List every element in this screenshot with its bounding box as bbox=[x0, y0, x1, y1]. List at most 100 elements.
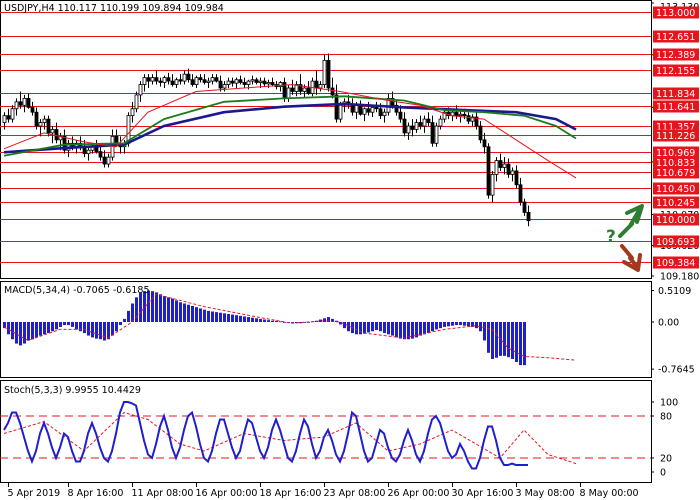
candle-body bbox=[294, 84, 299, 92]
level-label: 112.389 bbox=[656, 50, 695, 61]
candle-body bbox=[18, 101, 23, 106]
candle-body bbox=[438, 118, 443, 127]
candle-body bbox=[158, 80, 163, 83]
macd-histogram bbox=[3, 290, 526, 366]
macd-bar bbox=[19, 321, 22, 346]
macd-bar bbox=[367, 321, 370, 333]
candle-body bbox=[350, 104, 355, 113]
level-label-bg bbox=[653, 166, 699, 179]
macd-bar bbox=[239, 315, 242, 322]
candle-body bbox=[14, 101, 19, 110]
macd-header: MACD(5,34,4) -0.7065 -0.6185 bbox=[4, 285, 149, 296]
candle-body bbox=[106, 156, 111, 165]
macd-bar bbox=[159, 294, 162, 322]
macd-bar bbox=[223, 313, 226, 322]
candle-body bbox=[466, 115, 471, 122]
macd-bar bbox=[403, 321, 406, 340]
stoch-header: Stoch(5,3,3) 9.9955 10.4429 bbox=[4, 385, 141, 396]
macd-bar bbox=[7, 321, 10, 335]
level-label-bg bbox=[653, 30, 699, 43]
candle-body bbox=[362, 108, 367, 115]
macd-bar bbox=[55, 321, 58, 330]
level-label: 111.641 bbox=[656, 102, 695, 113]
candle-body bbox=[506, 163, 511, 175]
level-label: 113.000 bbox=[656, 8, 695, 19]
candle-body bbox=[478, 125, 483, 141]
macd-bar bbox=[523, 321, 526, 366]
macd-bar bbox=[139, 293, 142, 322]
price-panel-frame bbox=[0, 0, 652, 279]
candle-body bbox=[182, 73, 187, 82]
candle-body bbox=[510, 170, 515, 175]
candle-body bbox=[418, 122, 423, 127]
candle-body bbox=[442, 111, 447, 120]
candle-body bbox=[502, 163, 507, 168]
macd-bar bbox=[155, 292, 158, 322]
candle-body bbox=[142, 77, 147, 85]
level-label: 110.969 bbox=[656, 148, 695, 159]
candle-body bbox=[514, 170, 519, 186]
level-label: 111.357 bbox=[656, 122, 695, 133]
macd-bar bbox=[203, 309, 206, 322]
level-label-bg bbox=[653, 129, 699, 142]
candle-body bbox=[314, 80, 319, 89]
candle-body bbox=[86, 149, 91, 155]
candle-body bbox=[222, 84, 227, 89]
macd-bar bbox=[127, 310, 130, 322]
price-axis-label: 109.180 bbox=[660, 272, 699, 283]
level-label: 110.000 bbox=[656, 215, 695, 226]
candle-body bbox=[522, 201, 527, 213]
macd-bar bbox=[387, 321, 390, 335]
level-label-bg bbox=[653, 256, 699, 269]
macd-bar bbox=[95, 321, 98, 339]
macd-bar bbox=[507, 321, 510, 358]
candle-body bbox=[34, 111, 39, 127]
candle-body bbox=[410, 125, 415, 130]
macd-bar bbox=[303, 321, 306, 323]
level-label-bg bbox=[653, 146, 699, 159]
macd-bar bbox=[399, 321, 402, 339]
candle-body bbox=[26, 97, 31, 108]
candle-body bbox=[326, 59, 331, 89]
candle-body bbox=[162, 77, 167, 83]
candle-body bbox=[254, 79, 259, 83]
time-axis-label: 18 Apr 16:00 bbox=[260, 488, 322, 499]
candle-body bbox=[202, 79, 207, 83]
level-label-bg bbox=[653, 64, 699, 77]
candle-body bbox=[22, 97, 27, 106]
macd-bar bbox=[27, 321, 30, 341]
macd-bar bbox=[267, 320, 270, 322]
macd-bar bbox=[131, 303, 134, 322]
candle-body bbox=[198, 77, 203, 81]
candle-body bbox=[174, 79, 179, 85]
candle-body bbox=[154, 77, 159, 82]
candle-body bbox=[258, 80, 263, 83]
candle-body bbox=[214, 77, 219, 82]
macd-bar bbox=[255, 318, 258, 322]
level-label-bg bbox=[653, 48, 699, 61]
time-axis-label: 5 Apr 2019 bbox=[8, 488, 61, 499]
macd-bar bbox=[491, 321, 494, 359]
macd-bar bbox=[263, 319, 266, 322]
macd-bar bbox=[415, 321, 418, 338]
level-label-bg bbox=[653, 235, 699, 248]
arrow-up-icon bbox=[618, 204, 644, 238]
time-axis-label: 8 Apr 16:00 bbox=[68, 488, 124, 499]
macd-bar bbox=[395, 321, 398, 338]
macd-bar bbox=[495, 321, 498, 358]
macd-bar bbox=[15, 321, 18, 344]
level-label: 110.833 bbox=[656, 158, 695, 169]
level-label: 110.679 bbox=[656, 168, 695, 179]
macd-bar bbox=[515, 321, 518, 363]
candle-body bbox=[50, 129, 55, 134]
candle-body bbox=[470, 116, 475, 122]
candle-body bbox=[458, 113, 463, 117]
macd-bar bbox=[191, 305, 194, 322]
candle-body bbox=[246, 80, 251, 85]
macd-bar bbox=[31, 321, 34, 340]
macd-bar bbox=[231, 314, 234, 322]
macd-bar bbox=[163, 296, 166, 322]
candle-body bbox=[38, 122, 43, 127]
price-header: USDJPY,H4 110.117 110.199 109.894 109.98… bbox=[4, 3, 224, 14]
candle-body bbox=[474, 116, 479, 127]
